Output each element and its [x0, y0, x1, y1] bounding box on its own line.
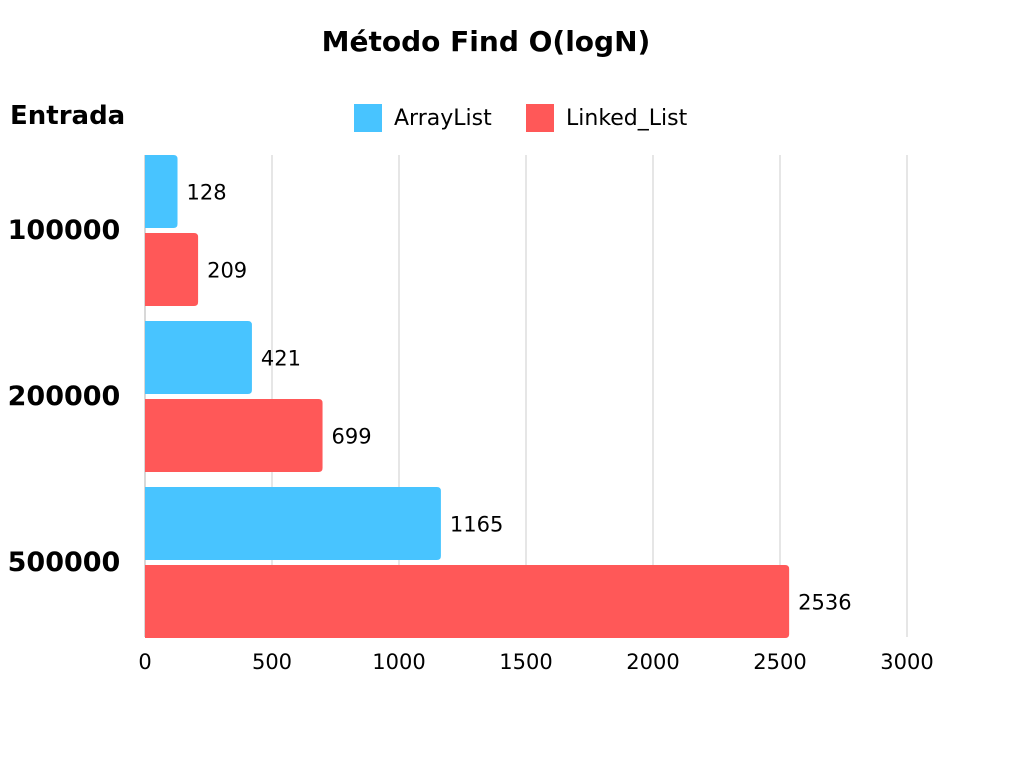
x-tick-label: 2000	[626, 650, 679, 674]
data-labels: 128 209 421 699 1165 2536	[187, 181, 852, 615]
category-labels: 100000 200000 500000	[8, 215, 121, 578]
data-label: 2536	[798, 591, 851, 615]
bar-linked-list-500000	[145, 565, 790, 638]
bar-arraylist-200000	[145, 321, 252, 394]
legend: ArrayList Linked_List	[354, 104, 688, 132]
x-tick-label: 1500	[499, 650, 552, 674]
legend-swatch	[354, 104, 382, 132]
bar-linked-list-200000	[145, 399, 323, 472]
x-tick-label: 500	[252, 650, 292, 674]
x-axis-ticks: 0 500 1000 1500 2000 2500 3000	[138, 650, 933, 674]
data-label: 699	[332, 425, 372, 449]
bar-arraylist-500000	[145, 487, 441, 560]
legend-swatch	[526, 104, 554, 132]
x-tick-label: 2500	[753, 650, 806, 674]
data-label: 209	[207, 259, 247, 283]
legend-label: Linked_List	[566, 106, 688, 131]
x-tick-label: 3000	[880, 650, 933, 674]
data-label: 421	[261, 347, 301, 371]
data-label: 128	[187, 181, 227, 205]
y-axis-label: Entrada	[10, 101, 125, 131]
x-tick-label: 0	[138, 650, 151, 674]
category-label: 200000	[8, 381, 121, 412]
bars	[145, 155, 790, 638]
category-label: 100000	[8, 215, 121, 246]
legend-label: ArrayList	[394, 106, 492, 131]
bar-linked-list-100000	[145, 233, 199, 306]
x-tick-label: 1000	[372, 650, 425, 674]
chart-title: Método Find O(logN)	[322, 25, 651, 58]
bar-arraylist-100000	[145, 155, 178, 228]
gridlines	[144, 155, 908, 637]
category-label: 500000	[8, 547, 121, 578]
data-label: 1165	[450, 513, 503, 537]
